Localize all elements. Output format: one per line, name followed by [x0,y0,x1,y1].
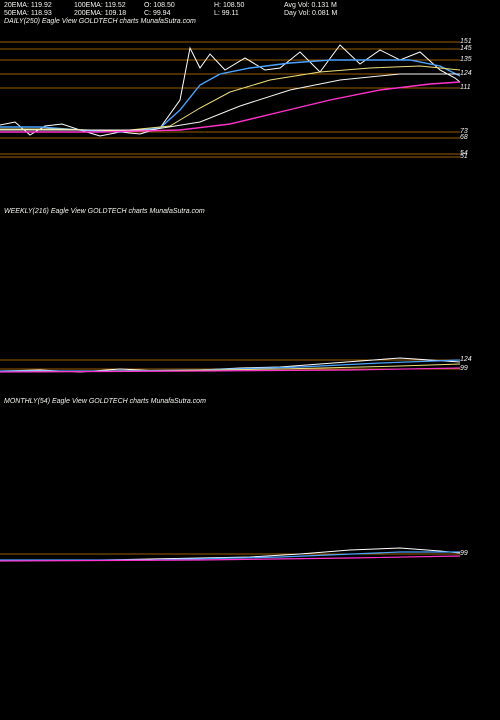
axis-label: 111 [460,84,471,91]
axis-label: 135 [460,56,472,63]
series-ema200 [0,82,460,132]
stat-cell: H: 108.50 [214,2,284,10]
series-price [0,45,460,136]
right-axis-labels: 15114513512411173685451 [460,30,500,200]
right-axis-labels: 12499 [460,220,500,390]
axis-label: 99 [460,365,468,372]
series-ema100 [0,74,460,130]
axis-label: 51 [460,153,468,160]
stat-cell: 20EMA: 119.92 [4,2,74,10]
axis-label: 124 [460,356,472,363]
chart-panel [0,30,460,200]
axis-label: 151 [460,38,472,45]
axis-label: 145 [460,45,472,52]
axis-label: 124 [460,70,472,77]
chart-panel [0,410,460,580]
chart-panel [0,220,460,390]
header-row-1: 20EMA: 119.92100EMA: 119.52O: 108.50H: 1… [4,2,496,10]
series-ema20 [0,60,460,132]
series-ema50 [0,66,460,131]
axis-label: 68 [460,134,468,141]
stat-cell: Avg Vol: 0.131 M [284,2,354,10]
panel-title: WEEKLY(216) Eagle View GOLDTECH charts M… [4,208,205,215]
right-axis-labels: 99 [460,410,500,580]
series-ema20 [0,552,460,560]
stat-cell: O: 108.50 [144,2,214,10]
panel-title: DAILY(250) Eagle View GOLDTECH charts Mu… [4,18,196,25]
stat-cell: L: 99.11 [214,10,284,18]
axis-label: 99 [460,550,468,557]
stat-cell: 100EMA: 119.52 [74,2,144,10]
panel-title: MONTHLY(54) Eagle View GOLDTECH charts M… [4,398,206,405]
stat-cell: Day Vol: 0.081 M [284,10,354,18]
